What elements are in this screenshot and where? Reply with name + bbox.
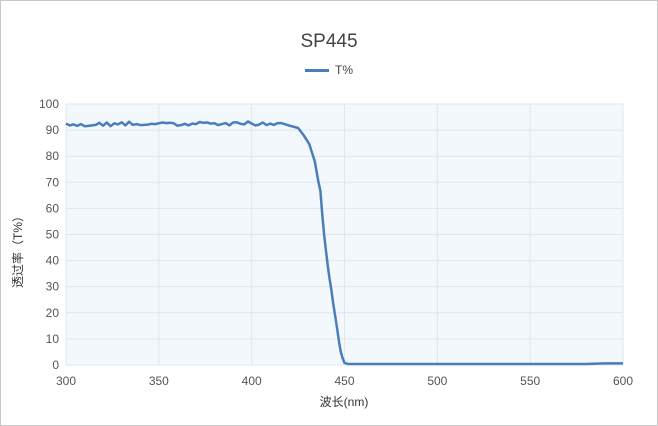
y-tick-label: 90 <box>46 123 60 137</box>
y-tick-label: 10 <box>46 332 60 346</box>
y-tick-label: 50 <box>46 228 60 242</box>
x-tick-label: 600 <box>613 374 633 388</box>
series-line-t-percent <box>65 120 623 366</box>
x-tick-label: 350 <box>149 374 169 388</box>
y-tick-label: 20 <box>46 306 60 320</box>
legend[interactable]: T% <box>1 63 657 77</box>
legend-swatch <box>305 69 329 73</box>
y-axis-label: 透过率（T%） <box>10 210 25 288</box>
x-axis-label: 波长(nm) <box>320 395 369 409</box>
x-tick-label: 450 <box>334 374 354 388</box>
y-tick-label: 100 <box>39 97 59 111</box>
y-tick-label: 60 <box>46 201 60 215</box>
x-tick-label: 400 <box>242 374 262 388</box>
y-tick-label: 30 <box>46 280 60 294</box>
x-tick-label: 300 <box>56 374 76 388</box>
legend-label: T% <box>335 63 353 77</box>
chart-title: SP445 <box>300 31 358 52</box>
y-tick-label: 70 <box>46 175 60 189</box>
y-tick-label: 80 <box>46 149 60 163</box>
x-tick-label: 500 <box>427 374 447 388</box>
y-tick-label: 40 <box>46 254 60 268</box>
x-tick-label: 550 <box>520 374 540 388</box>
y-tick-label: 0 <box>52 358 59 372</box>
